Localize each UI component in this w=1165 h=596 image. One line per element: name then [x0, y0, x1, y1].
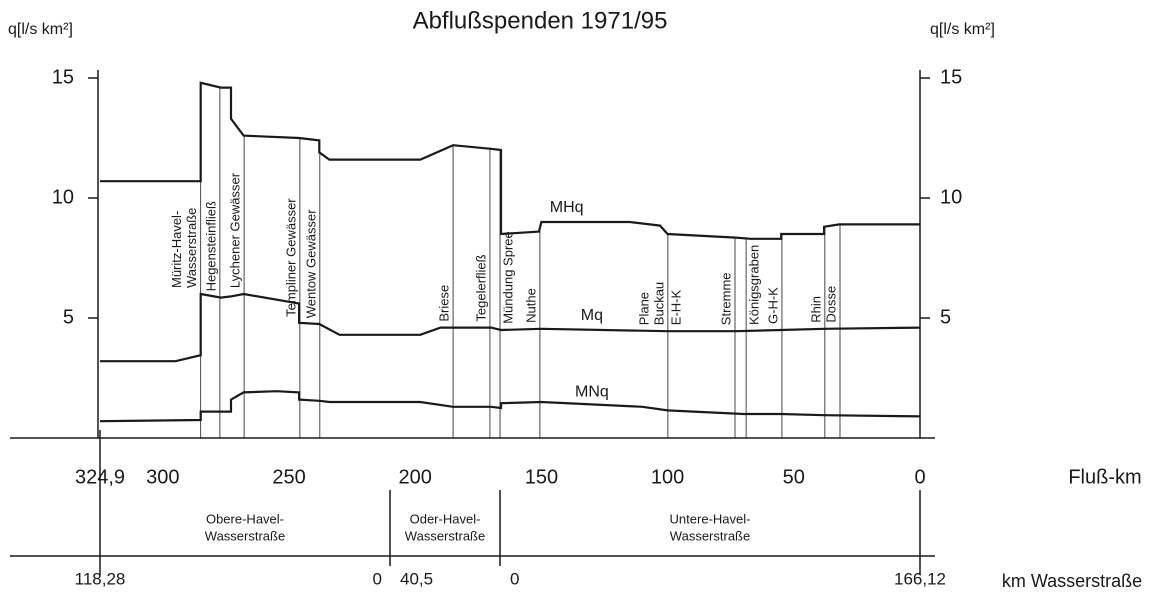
- x-axis-label: Fluß-km: [1068, 466, 1141, 488]
- series-label: MNq: [575, 384, 609, 401]
- x-tick-label: 250: [272, 466, 305, 488]
- series-label: MHq: [550, 199, 584, 216]
- tributary-label: Hegensteinfließ: [203, 201, 218, 291]
- tributary-label: Templiner Gewässer: [283, 198, 298, 317]
- y2-tick-label: 5: [940, 306, 951, 328]
- chart-title: Abflußspenden 1971/95: [413, 7, 668, 34]
- x-tick-label: 150: [525, 466, 558, 488]
- y-tick-label: 15: [52, 66, 74, 88]
- section-name: Wasserstraße: [670, 528, 750, 543]
- section-name: Oder-Havel-: [410, 511, 481, 526]
- y-tick-label: 5: [63, 306, 74, 328]
- tributary-label: Stremme: [718, 272, 733, 325]
- tributary-label: Wasserstraße: [184, 208, 199, 288]
- x-tick-label: 200: [399, 466, 432, 488]
- series-line: [100, 292, 921, 363]
- tributary-label: Lychener Gewässer: [228, 172, 243, 288]
- y-axis-label: q[l/s km²]: [8, 21, 73, 38]
- tributary-label: Rhin: [808, 296, 823, 323]
- tributary-label: Nuthe: [523, 288, 538, 323]
- y2-tick-label: 10: [940, 186, 962, 208]
- tributary-label: Dosse: [823, 286, 838, 323]
- series-label: Mq: [581, 307, 603, 324]
- y2-tick-label: 15: [940, 66, 962, 88]
- section-name: Wasserstraße: [405, 528, 485, 543]
- section-end-label: 0: [373, 569, 382, 588]
- y2-axis-label: q[l/s km²]: [930, 21, 995, 38]
- tributary-label: E-H-K: [668, 289, 683, 325]
- tributary-label: G-H-K: [765, 287, 780, 324]
- tributary-label: Mündung Spree: [500, 231, 515, 324]
- section-name: Obere-Havel-: [206, 511, 284, 526]
- section-start-label: 0: [510, 569, 519, 588]
- tributary-label: Wentow Gewässer: [303, 209, 318, 319]
- series-line: [99, 390, 921, 423]
- x-tick-label: 50: [783, 466, 805, 488]
- tributary-label: Königsgraben: [747, 245, 762, 325]
- tributary-label: Tegelerfließ: [473, 254, 488, 321]
- y-tick-label: 10: [52, 186, 74, 208]
- x-tick-label: 100: [651, 466, 684, 488]
- tributary-label: Buckau: [651, 282, 666, 325]
- section-name: Wasserstraße: [205, 528, 285, 543]
- x-tick-label: 0: [914, 466, 925, 488]
- series-line: [100, 81, 920, 240]
- section-end-label: 166,12: [894, 569, 946, 588]
- section-start-label: 40,5: [400, 569, 433, 588]
- x2-axis-label: km Wasserstraße: [1002, 571, 1142, 591]
- x-tick-label: 300: [146, 466, 179, 488]
- tributary-label: Briese: [437, 285, 452, 322]
- tributary-label: Müritz-Havel-: [169, 211, 184, 288]
- section-start-label: 118,28: [75, 569, 126, 588]
- section-name: Untere-Havel-: [670, 511, 751, 526]
- tributary-label: Plane: [636, 292, 651, 325]
